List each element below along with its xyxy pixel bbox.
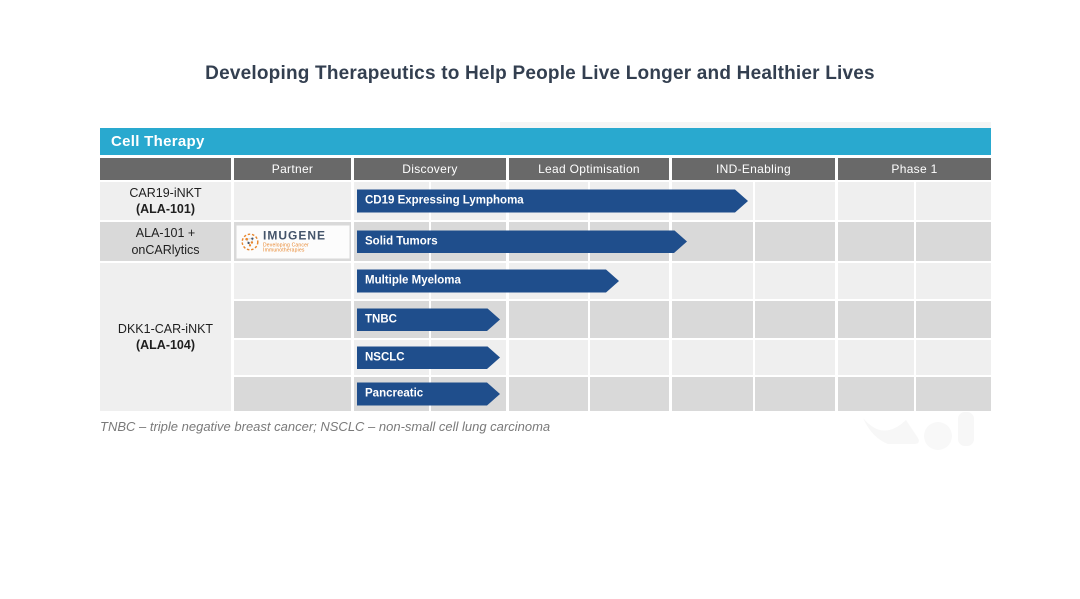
header-ind-enabling: IND-Enabling: [672, 158, 835, 180]
phase-cell: [672, 301, 835, 338]
pipeline-arrow-multiple-myeloma: Multiple Myeloma: [357, 270, 619, 293]
phase-cell: [509, 301, 669, 338]
pipeline-arrow-cd19-expressing-lymphoma: CD19 Expressing Lymphoma: [357, 190, 748, 213]
phase-cell: [672, 222, 835, 261]
phase-cell: [838, 222, 991, 261]
header-discovery: Discovery: [354, 158, 506, 180]
header-phase-1: Phase 1: [838, 158, 991, 180]
network-circle-icon: [240, 232, 259, 251]
section-header-cell-therapy: Cell Therapy: [100, 128, 991, 155]
partner-cell: [234, 263, 351, 299]
partner-cell: [234, 377, 351, 411]
table-row-tnbc: TNBC: [234, 301, 991, 338]
pipeline-arrow-solid-tumors: Solid Tumors: [357, 230, 687, 253]
imugene-tagline: Developing Cancer Immunotherapies: [263, 242, 309, 254]
pipeline-arrow-pancreatic: Pancreatic: [357, 383, 500, 406]
table-row-car19-inkt: CAR19-iNKT (ALA-101) CD19 Expressing Lym…: [100, 182, 991, 220]
phase-cell: [838, 377, 991, 411]
phase-cell: [672, 340, 835, 375]
imugene-wordmark: IMUGENE: [263, 228, 327, 243]
phase-cell: [672, 377, 835, 411]
program-name-2: onCARlytics: [131, 242, 200, 257]
header-program: [100, 158, 231, 180]
phase-cell: [838, 301, 991, 338]
watermark-logo: [858, 400, 998, 460]
phase-cell: [838, 340, 991, 375]
table-row-nsclc: NSCLC: [234, 340, 991, 375]
program-cell-merged: DKK1-CAR-iNKT (ALA-104): [100, 263, 231, 411]
program-name: CAR19-iNKT: [129, 185, 202, 200]
program-name: DKK1-CAR-iNKT: [117, 321, 214, 336]
table-header-row: Partner Discovery Lead Optimisation IND-…: [100, 158, 991, 180]
pipeline-arrow-tnbc: TNBC: [357, 308, 500, 331]
partner-cell: [234, 340, 351, 375]
header-partner: Partner: [234, 158, 351, 180]
phase-cell: [672, 263, 835, 299]
program-name: ALA-101 +: [135, 226, 196, 241]
table-row-pancreatic: Pancreatic: [234, 377, 991, 411]
partner-cell: [234, 301, 351, 338]
imugene-logo: IMUGENE Developing Cancer Immunotherapie…: [236, 225, 349, 258]
phase-cell: [838, 263, 991, 299]
phase-cell: [509, 377, 669, 411]
table-row-multiple-myeloma: Multiple Myeloma: [234, 263, 991, 299]
partner-cell: IMUGENE Developing Cancer Immunotherapie…: [234, 222, 351, 261]
header-lead-optimisation: Lead Optimisation: [509, 158, 669, 180]
phase-cell: [672, 182, 835, 220]
program-code: (ALA-101): [135, 202, 196, 216]
watermark-strip: [500, 122, 991, 128]
program-cell: CAR19-iNKT (ALA-101): [100, 182, 231, 220]
program-cell: ALA-101 + onCARlytics: [100, 222, 231, 261]
table-rowgroup-dkk1-car-inkt: DKK1-CAR-iNKT (ALA-104) Multiple Myeloma: [100, 263, 991, 411]
partner-cell: [234, 182, 351, 220]
phase-cell: [509, 340, 669, 375]
phase-cell: [838, 182, 991, 220]
abbreviations-footnote: TNBC – triple negative breast cancer; NS…: [100, 419, 551, 434]
table-row-ala101-oncarlytics: ALA-101 + onCARlytics: [100, 222, 991, 261]
pipeline-arrow-nsclc: NSCLC: [357, 346, 500, 369]
page-title: Developing Therapeutics to Help People L…: [205, 63, 875, 84]
program-code: (ALA-104): [135, 338, 196, 352]
pipeline-table: Partner Discovery Lead Optimisation IND-…: [100, 158, 991, 411]
